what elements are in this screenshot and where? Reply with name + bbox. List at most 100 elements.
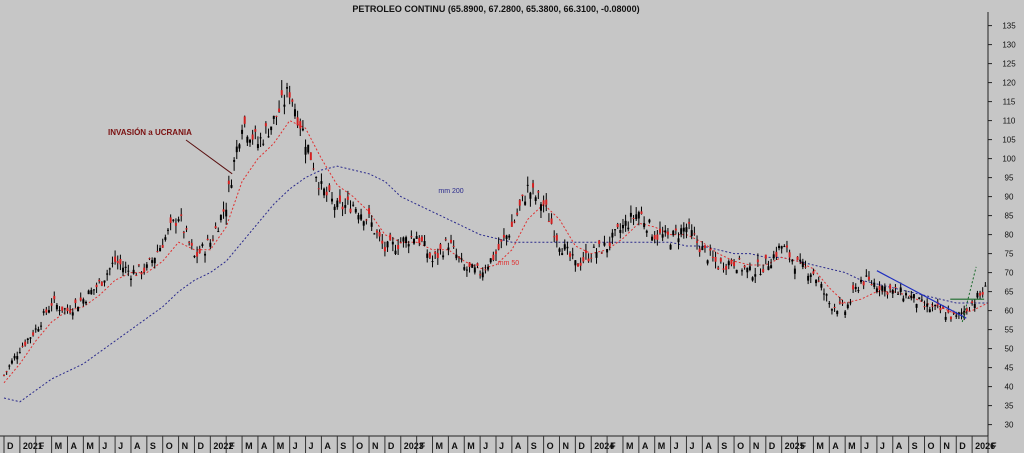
- price-candle-body: [407, 244, 410, 247]
- price-candle-body: [942, 306, 945, 309]
- x-tick-label: J: [293, 441, 298, 451]
- price-candle-body: [378, 232, 381, 237]
- x-tick-label: M: [848, 441, 856, 451]
- price-candle-body: [45, 309, 48, 313]
- price-candle-body: [132, 269, 135, 274]
- x-tick-label: 2026: [975, 441, 995, 451]
- price-candle-body: [151, 260, 154, 263]
- price-candle-body: [468, 262, 471, 267]
- price-candle-body: [764, 254, 767, 259]
- price-candle-body: [553, 236, 556, 238]
- y-tick-label: 65: [1005, 288, 1014, 297]
- series-line-mm200: [3, 165, 988, 403]
- price-candle-body: [680, 228, 683, 235]
- price-candle-body: [947, 309, 950, 313]
- y-tick-label: 40: [1005, 383, 1014, 392]
- price-candle-body: [222, 209, 225, 212]
- y-tick-label: 110: [1003, 117, 1016, 126]
- x-tick-label: N: [753, 441, 760, 451]
- price-candle-body: [899, 287, 902, 293]
- x-tick-label: A: [451, 441, 458, 451]
- price-candle-body: [651, 236, 654, 241]
- price-candle-body: [233, 159, 236, 162]
- price-candle-body: [190, 242, 193, 246]
- price-candle-body: [148, 258, 151, 260]
- price-candle-body: [955, 315, 958, 317]
- price-candle-body: [333, 206, 336, 211]
- price-candle-body: [40, 325, 43, 327]
- price-candle-body: [778, 245, 781, 249]
- price-candle-body: [971, 301, 974, 304]
- price-candle-body: [563, 244, 566, 250]
- price-candle-body: [338, 195, 341, 202]
- price-candle-body: [979, 292, 982, 296]
- price-candle-body: [375, 230, 378, 233]
- price-candle-body: [362, 221, 365, 226]
- x-tick-label: F: [420, 441, 426, 451]
- price-candle-body: [383, 246, 386, 252]
- x-tick-label: A: [134, 441, 141, 451]
- price-candle-body: [230, 185, 233, 188]
- x-tick-label: M: [86, 441, 94, 451]
- price-candle-body: [526, 184, 529, 186]
- price-candle-body: [767, 266, 770, 270]
- price-candle-body: [291, 99, 294, 102]
- x-tick-label: S: [721, 441, 727, 451]
- price-candle-body: [159, 248, 162, 252]
- price-candle-body: [931, 305, 934, 307]
- price-candle-body: [756, 259, 759, 263]
- price-candle-body: [201, 244, 204, 246]
- price-candle-body: [920, 299, 923, 301]
- price-candle-body: [926, 303, 929, 307]
- price-candle-body: [309, 152, 312, 160]
- x-tick-label: 2022: [213, 441, 233, 451]
- y-tick-label: 90: [1005, 193, 1014, 202]
- price-candle-body: [447, 247, 450, 250]
- price-candle-body: [849, 302, 852, 304]
- x-tick-label: D: [197, 441, 204, 451]
- price-candle-body: [331, 198, 333, 202]
- price-candle-body: [143, 267, 146, 273]
- x-tick-label: S: [340, 441, 346, 451]
- series-price-layer: [3, 80, 989, 377]
- price-candle-body: [164, 237, 167, 240]
- price-candle-body: [497, 243, 500, 250]
- price-candle-body: [16, 356, 19, 360]
- x-tick-label: O: [928, 441, 935, 451]
- x-tick-label: O: [547, 441, 554, 451]
- price-candle-body: [513, 221, 516, 223]
- price-candle-body: [751, 277, 754, 281]
- price-candle-body: [645, 230, 648, 233]
- price-candle-body: [95, 284, 98, 288]
- price-candle-body: [833, 307, 836, 309]
- price-candle-body: [666, 231, 669, 235]
- price-candle-body: [251, 134, 254, 140]
- price-candle-body: [873, 282, 876, 287]
- price-candle-body: [640, 211, 643, 215]
- y-tick-label: 60: [1005, 307, 1014, 316]
- price-candle-body: [796, 256, 799, 261]
- x-tick-label: A: [261, 441, 268, 451]
- price-candle-body: [614, 229, 617, 231]
- series-mm200-layer: [3, 165, 988, 403]
- x-tick-label: J: [880, 441, 885, 451]
- price-candle-body: [320, 181, 323, 184]
- price-candle-body: [587, 258, 590, 262]
- price-candle-body: [124, 266, 127, 268]
- y-tick-label: 100: [1002, 155, 1016, 164]
- price-candle-body: [558, 248, 561, 252]
- price-candle-body: [87, 290, 90, 295]
- price-candle-body: [434, 251, 437, 254]
- price-candle-body: [360, 214, 363, 220]
- price-candle-body: [621, 224, 624, 229]
- y-tick-label: 55: [1005, 326, 1014, 335]
- price-candle-body: [801, 261, 804, 268]
- price-candle-body: [733, 261, 736, 267]
- x-tick-label: S: [150, 441, 156, 451]
- price-candle-body: [145, 264, 148, 268]
- price-candle-body: [394, 250, 397, 255]
- price-candle-body: [336, 200, 339, 208]
- x-tick-label: J: [483, 441, 488, 451]
